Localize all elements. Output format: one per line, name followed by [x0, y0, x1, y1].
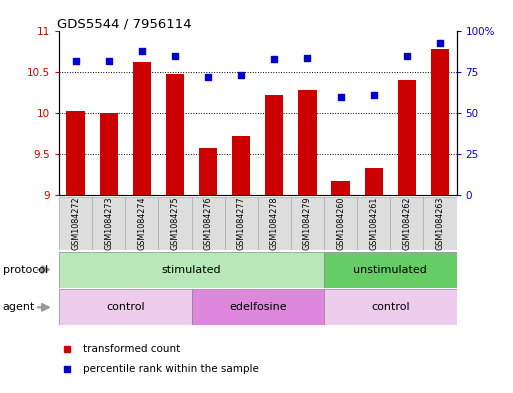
- Point: [204, 74, 212, 80]
- Text: GSM1084276: GSM1084276: [204, 196, 212, 250]
- Bar: [133, 62, 151, 195]
- Point: [171, 53, 179, 59]
- Point: [237, 72, 245, 79]
- Bar: [59, 289, 191, 325]
- Text: control: control: [106, 302, 145, 312]
- Bar: [125, 196, 159, 250]
- Point: [137, 48, 146, 54]
- Point: [337, 94, 345, 100]
- Bar: [398, 80, 416, 195]
- Bar: [59, 252, 324, 288]
- Point: [370, 92, 378, 98]
- Text: GSM1084278: GSM1084278: [270, 196, 279, 250]
- Bar: [100, 113, 118, 195]
- Bar: [265, 95, 284, 195]
- Text: GSM1084263: GSM1084263: [436, 196, 444, 250]
- Text: transformed count: transformed count: [83, 343, 180, 354]
- Bar: [423, 196, 457, 250]
- Text: GSM1084274: GSM1084274: [137, 196, 146, 250]
- Bar: [92, 196, 125, 250]
- Bar: [357, 196, 390, 250]
- Bar: [324, 196, 357, 250]
- Text: stimulated: stimulated: [162, 264, 221, 275]
- Bar: [191, 196, 225, 250]
- Bar: [324, 289, 457, 325]
- Text: protocol: protocol: [3, 264, 48, 275]
- Text: agent: agent: [3, 302, 35, 312]
- Point: [71, 58, 80, 64]
- Bar: [159, 196, 191, 250]
- Bar: [232, 136, 250, 195]
- Text: GDS5544 / 7956114: GDS5544 / 7956114: [57, 17, 192, 30]
- Bar: [166, 74, 184, 195]
- Text: percentile rank within the sample: percentile rank within the sample: [83, 364, 259, 374]
- Text: GSM1084272: GSM1084272: [71, 196, 80, 250]
- Bar: [299, 90, 317, 195]
- Text: GSM1084279: GSM1084279: [303, 196, 312, 250]
- Point: [303, 54, 311, 61]
- Text: GSM1084260: GSM1084260: [336, 196, 345, 250]
- Text: GSM1084262: GSM1084262: [402, 196, 411, 250]
- Bar: [331, 182, 350, 195]
- Bar: [199, 148, 217, 195]
- Bar: [258, 196, 291, 250]
- Point: [105, 58, 113, 64]
- Point: [270, 56, 279, 62]
- Bar: [291, 196, 324, 250]
- Text: GSM1084273: GSM1084273: [104, 196, 113, 250]
- Bar: [59, 196, 92, 250]
- Text: GSM1084261: GSM1084261: [369, 196, 378, 250]
- Bar: [431, 50, 449, 195]
- Bar: [191, 289, 324, 325]
- Point: [436, 40, 444, 46]
- Text: unstimulated: unstimulated: [353, 264, 427, 275]
- Bar: [324, 252, 457, 288]
- Bar: [365, 169, 383, 195]
- Text: control: control: [371, 302, 409, 312]
- Text: edelfosine: edelfosine: [229, 302, 287, 312]
- Text: GSM1084277: GSM1084277: [236, 196, 246, 250]
- Point: [403, 53, 411, 59]
- Bar: [67, 111, 85, 195]
- Bar: [390, 196, 423, 250]
- Text: GSM1084275: GSM1084275: [170, 196, 180, 250]
- Bar: [225, 196, 258, 250]
